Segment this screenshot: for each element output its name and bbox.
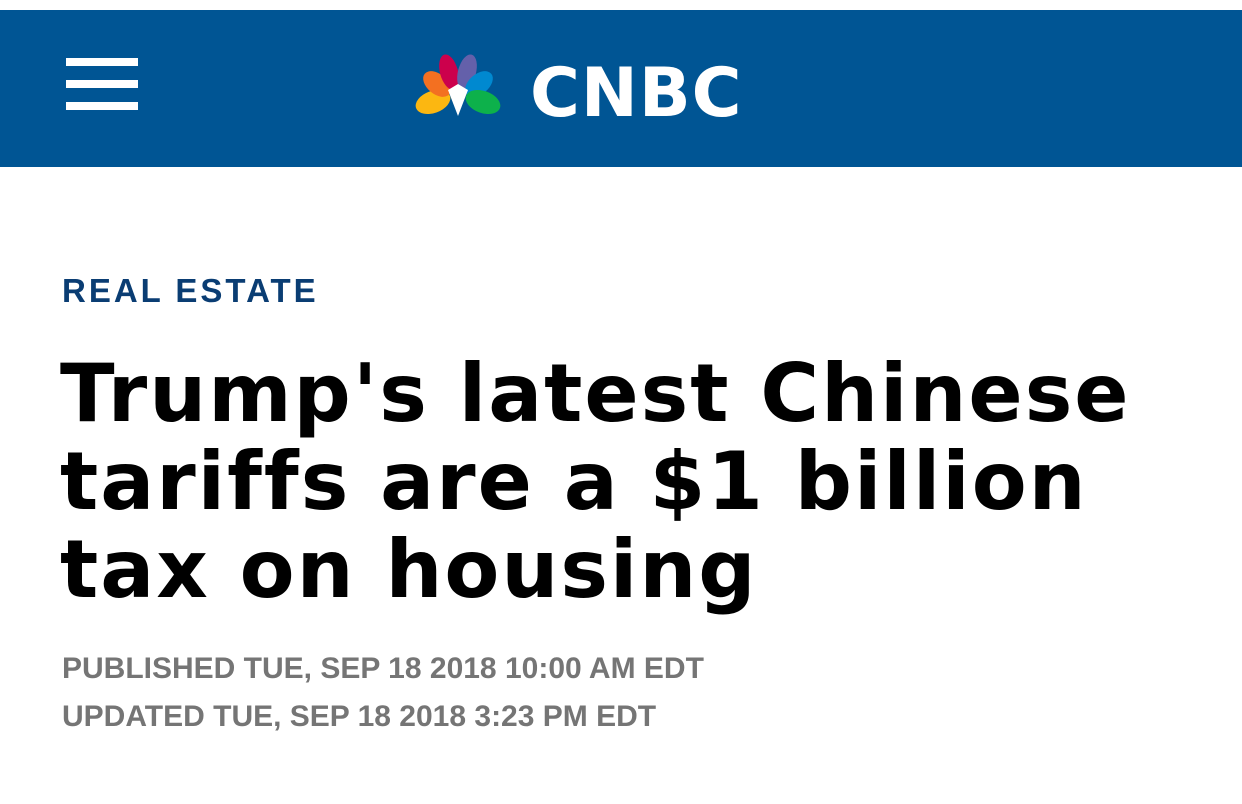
menu-button[interactable] (66, 58, 138, 110)
header-bar: CNBC (0, 10, 1242, 167)
published-date: PUBLISHED TUE, SEP 18 2018 10:00 AM EDT (62, 652, 704, 685)
status-gap (0, 0, 1242, 10)
updated-date: UPDATED TUE, SEP 18 2018 3:23 PM EDT (62, 700, 657, 733)
section-label[interactable]: REAL ESTATE (62, 272, 319, 309)
logo-text[interactable]: CNBC (530, 54, 743, 133)
peacock-logo[interactable] (413, 50, 503, 122)
headline: Trump's latest Chinese tariffs are a $1 … (60, 347, 1131, 616)
